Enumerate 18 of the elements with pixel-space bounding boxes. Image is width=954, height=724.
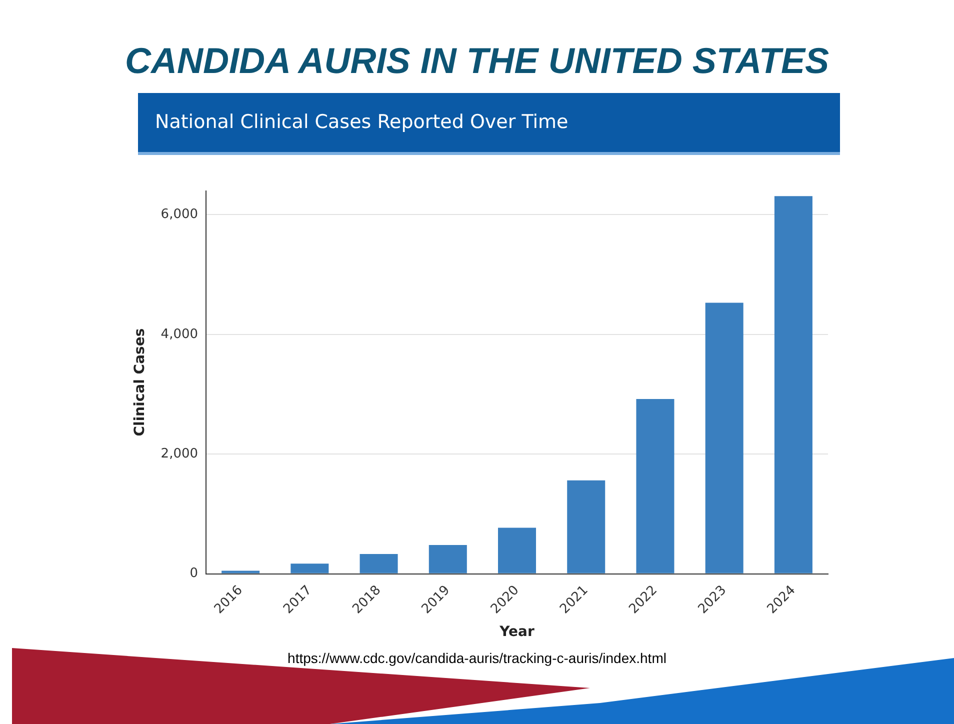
y-tick-label: 0 [190, 566, 198, 582]
chart-title: CANDIDA AURIS IN THE UNITED STATES [124, 40, 830, 82]
y-axis-title: Clinical Cases [132, 328, 148, 436]
y-tick-label: 4,000 [160, 326, 198, 342]
bar [567, 480, 606, 574]
y-tick-label: 2,000 [160, 446, 198, 462]
bar [290, 564, 329, 574]
bar [498, 528, 536, 574]
bar [222, 570, 260, 574]
bar [774, 196, 812, 574]
bar [705, 302, 744, 574]
bar [428, 545, 467, 574]
bar [360, 554, 398, 574]
y-tick-label: 6,000 [160, 207, 198, 222]
x-axis-title: Year [498, 624, 534, 640]
chart-subtitle: National Clinical Cases Reported Over Time [138, 93, 840, 155]
text: https://www.cdc.gov/candida-auris/tracking-c-auris/index.html [286, 650, 668, 666]
bar [636, 399, 674, 574]
